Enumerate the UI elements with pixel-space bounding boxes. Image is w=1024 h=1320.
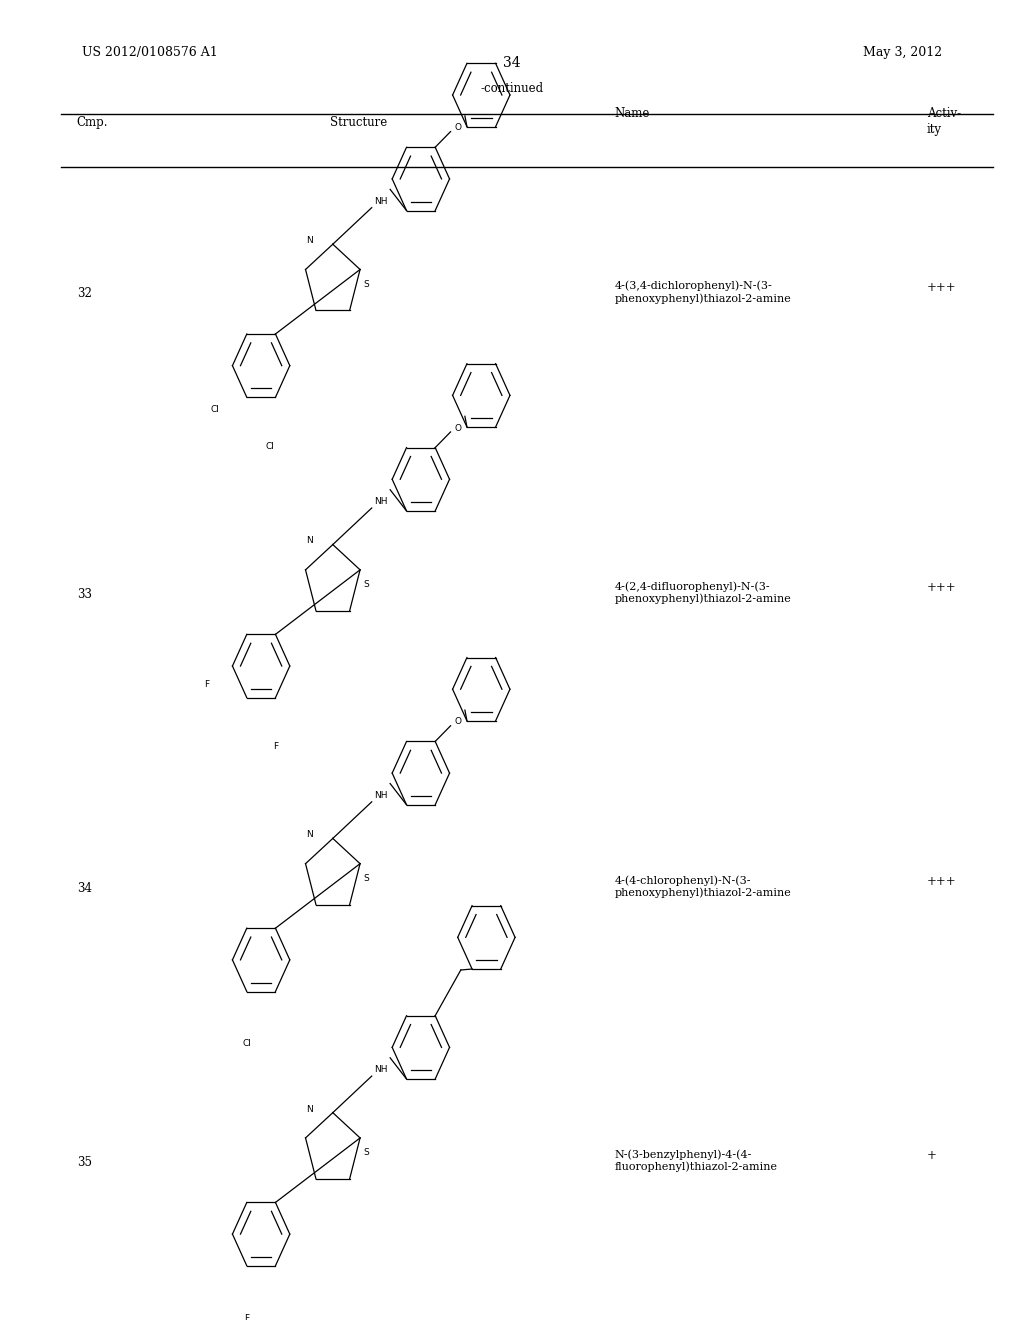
Text: S: S bbox=[362, 874, 369, 883]
Text: Cl: Cl bbox=[243, 1039, 251, 1048]
Text: +++: +++ bbox=[927, 281, 956, 294]
Text: O: O bbox=[455, 717, 461, 726]
Text: O: O bbox=[455, 123, 461, 132]
Text: 32: 32 bbox=[77, 288, 92, 301]
Text: N-(3-benzylphenyl)-4-(4-
fluorophenyl)thiazol-2-amine: N-(3-benzylphenyl)-4-(4- fluorophenyl)th… bbox=[614, 1150, 777, 1172]
Text: ity: ity bbox=[927, 123, 942, 136]
Text: -continued: -continued bbox=[480, 82, 544, 95]
Text: +++: +++ bbox=[927, 581, 956, 594]
Text: 33: 33 bbox=[77, 587, 92, 601]
Text: N: N bbox=[306, 236, 313, 246]
Text: F: F bbox=[244, 1313, 250, 1320]
Text: 34: 34 bbox=[77, 882, 92, 895]
Text: 4-(2,4-difluorophenyl)-N-(3-
phenoxyphenyl)thiazol-2-amine: 4-(2,4-difluorophenyl)-N-(3- phenoxyphen… bbox=[614, 581, 792, 605]
Text: NH: NH bbox=[374, 791, 387, 800]
Text: Cmp.: Cmp. bbox=[77, 116, 109, 129]
Text: Activ-: Activ- bbox=[927, 107, 961, 120]
Text: F: F bbox=[272, 742, 279, 751]
Text: NH: NH bbox=[374, 197, 387, 206]
Text: S: S bbox=[362, 280, 369, 289]
Text: 4-(4-chlorophenyl)-N-(3-
phenoxyphenyl)thiazol-2-amine: 4-(4-chlorophenyl)-N-(3- phenoxyphenyl)t… bbox=[614, 875, 792, 898]
Text: N: N bbox=[306, 830, 313, 840]
Text: 4-(3,4-dichlorophenyl)-N-(3-
phenoxyphenyl)thiazol-2-amine: 4-(3,4-dichlorophenyl)-N-(3- phenoxyphen… bbox=[614, 281, 792, 304]
Text: Cl: Cl bbox=[265, 442, 274, 450]
Text: Cl: Cl bbox=[211, 405, 220, 414]
Text: 35: 35 bbox=[77, 1156, 92, 1168]
Text: +: + bbox=[927, 1150, 937, 1162]
Text: May 3, 2012: May 3, 2012 bbox=[863, 46, 942, 58]
Text: N: N bbox=[306, 1105, 313, 1114]
Text: NH: NH bbox=[374, 1065, 387, 1074]
Text: 34: 34 bbox=[503, 57, 521, 70]
Text: S: S bbox=[362, 1148, 369, 1158]
Text: US 2012/0108576 A1: US 2012/0108576 A1 bbox=[82, 46, 218, 58]
Text: Name: Name bbox=[614, 107, 650, 120]
Text: Structure: Structure bbox=[330, 116, 387, 129]
Text: NH: NH bbox=[374, 498, 387, 506]
Text: O: O bbox=[455, 424, 461, 433]
Text: F: F bbox=[204, 680, 209, 689]
Text: S: S bbox=[362, 581, 369, 589]
Text: +++: +++ bbox=[927, 875, 956, 888]
Text: N: N bbox=[306, 536, 313, 545]
